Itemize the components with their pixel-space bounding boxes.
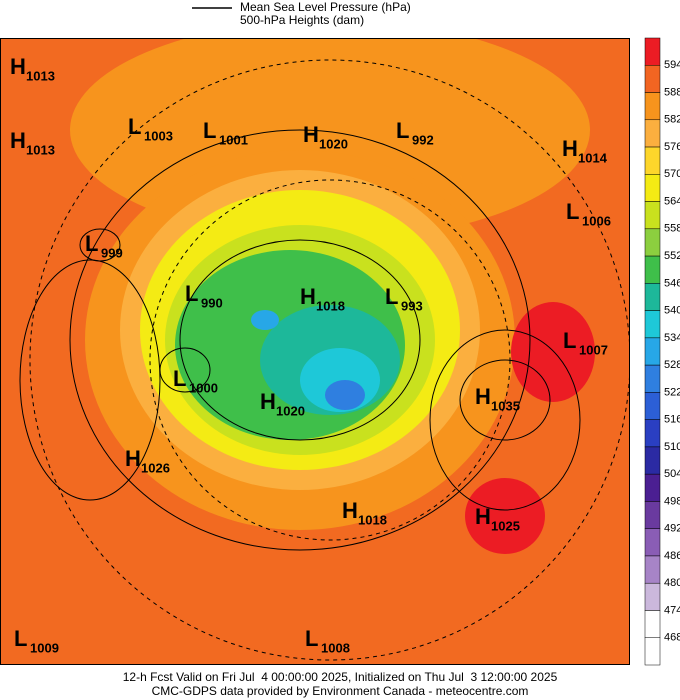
colorbar-cell [644,364,661,393]
colorbar-label: 480 [664,577,680,589]
legend-text: Mean Sea Level Pressure (hPa) [240,0,411,14]
colorbar-label: 486 [664,550,680,562]
colorbar-cell [644,174,661,202]
pressure-center-value: 1001 [219,132,248,147]
colorbar-cell [644,555,661,584]
pressure-center-type: H [260,389,276,414]
colorbar-cell [644,92,661,121]
pressure-center-value: 1003 [144,128,173,143]
colorbar-cell [644,446,661,475]
colorbar-label: 576 [664,141,680,153]
colorbar-label: 552 [664,250,680,262]
pressure-center-value: 1020 [276,403,305,418]
footer-text: CMC-GDPS data provided by Environment Ca… [152,684,529,698]
colorbar-label: 474 [664,604,680,616]
pressure-center-type: H [10,54,26,79]
pressure-center-value: 1013 [26,142,55,157]
pressure-center-type: L [563,328,576,353]
pressure-center-type: H [562,136,578,161]
colorbar-cell [644,610,661,638]
pressure-center-value: 1009 [30,640,59,655]
map-frame [0,38,630,665]
pressure-center-type: H [300,284,316,309]
pressure-center-type: H [342,498,358,523]
pressure-center-type: H [475,384,491,409]
colorbar-label: 528 [664,359,680,371]
colorbar-cell [644,473,661,502]
footer-text: 12-h Fcst Valid on Fri Jul 4 00:00:00 20… [123,670,558,684]
pressure-center-type: L [14,626,27,651]
colorbar-cell [644,283,661,311]
pressure-center-type: H [125,446,141,471]
pressure-center-type: L [85,231,98,256]
colorbar-cell [644,201,661,230]
colorbar-label: 498 [664,495,680,507]
legend-text: 500-hPa Heights (dam) [240,13,364,27]
pressure-center-type: L [203,118,216,143]
pressure-center-value: 1026 [141,460,170,475]
pressure-center-type: L [128,114,141,139]
pressure-center-type: L [173,366,186,391]
pressure-center-value: 1018 [358,512,387,527]
pressure-center-type: L [385,284,398,309]
colorbar-cell [644,65,661,93]
colorbar-cell [644,37,661,66]
colorbar-cell [644,419,661,448]
pressure-center-value: 1014 [578,150,608,165]
colorbar-label: 516 [664,414,680,426]
pressure-center-value: 1008 [321,640,350,655]
colorbar-cell [644,392,661,420]
colorbar-label: 582 [664,114,680,126]
colorbar-label: 558 [664,223,680,235]
colorbar-label: 522 [664,386,680,398]
colorbar-label: 510 [664,441,680,453]
colorbar-cell [644,637,661,666]
colorbar-cell [644,528,661,557]
colorbar-cell [644,501,661,529]
colorbar-label: 534 [664,332,680,344]
colorbar-cell [644,146,661,175]
pressure-center-type: H [303,122,319,147]
pressure-center-value: 990 [201,295,223,310]
map [0,38,630,665]
pressure-center-value: 1000 [189,380,218,395]
colorbar-cell [644,310,661,339]
pressure-center-type: L [566,199,579,224]
colorbar-cell [644,255,661,284]
colorbar-label: 546 [664,277,680,289]
colorbar-cell [644,228,661,257]
pressure-center-type: L [305,626,318,651]
pressure-center-value: 993 [401,298,423,313]
pressure-center-value: 1020 [319,136,348,151]
pressure-center-value: 1013 [26,68,55,83]
pressure-center-value: 1025 [491,518,520,533]
colorbar-label: 468 [664,632,680,644]
colorbar-label: 588 [664,86,680,98]
colorbar-cell [644,337,661,366]
pressure-center-value: 999 [101,245,123,260]
pressure-center-value: 1007 [579,342,608,357]
pressure-center-value: 1018 [316,298,345,313]
colorbar-label: 504 [664,468,680,480]
colorbar-label: 492 [664,523,680,535]
pressure-center-value: 1035 [491,398,520,413]
colorbar-cell [644,582,661,611]
colorbar-label: 594 [664,59,680,71]
colorbar-label: 570 [664,168,680,180]
pressure-center-type: H [475,504,491,529]
pressure-center-type: L [396,118,409,143]
pressure-center-type: H [10,128,26,153]
colorbar-cell [644,119,661,148]
pressure-center-value: 992 [412,132,434,147]
pressure-center-type: L [185,281,198,306]
colorbar-label: 564 [664,195,680,207]
colorbar-label: 540 [664,305,680,317]
pressure-center-value: 1006 [582,213,611,228]
